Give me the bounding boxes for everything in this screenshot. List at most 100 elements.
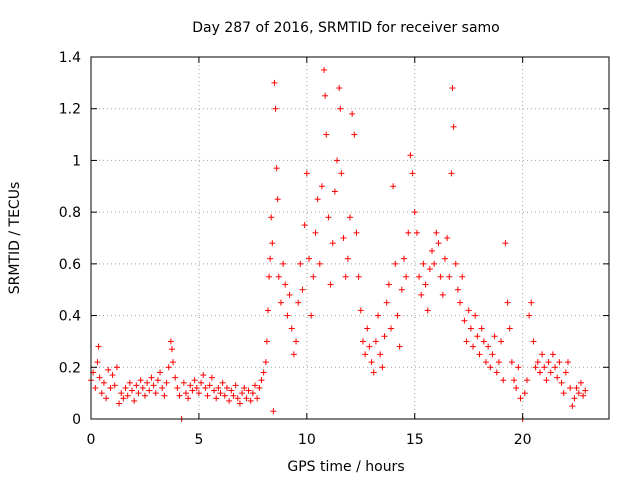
data-point xyxy=(308,312,315,319)
data-point xyxy=(385,281,392,288)
data-point xyxy=(424,307,431,314)
data-point xyxy=(170,359,177,366)
data-point xyxy=(168,346,175,353)
data-point xyxy=(480,338,487,345)
data-point xyxy=(504,299,511,306)
y-tick-labels: 0 0.2 0.4 0.6 0.8 1 1.2 1.4 xyxy=(59,50,81,428)
data-point xyxy=(247,397,254,404)
data-point xyxy=(111,382,118,389)
data-point xyxy=(262,359,269,366)
data-point xyxy=(133,382,140,389)
data-point xyxy=(433,229,440,236)
data-point xyxy=(232,382,239,389)
data-point xyxy=(472,312,479,319)
data-point xyxy=(124,392,131,399)
data-point xyxy=(545,359,552,366)
data-point xyxy=(517,395,524,402)
data-point xyxy=(256,384,263,391)
data-point xyxy=(187,382,194,389)
y-tick-label: 1.4 xyxy=(59,50,81,66)
data-point xyxy=(400,255,407,262)
data-point xyxy=(150,382,157,389)
data-point xyxy=(105,366,112,373)
data-point xyxy=(189,387,196,394)
data-point xyxy=(295,299,302,306)
data-point xyxy=(252,382,259,389)
data-point xyxy=(470,343,477,350)
data-point xyxy=(144,379,151,386)
data-point xyxy=(450,123,457,130)
data-point xyxy=(334,157,341,164)
data-point xyxy=(223,384,230,391)
data-point xyxy=(416,273,423,280)
data-point xyxy=(159,384,166,391)
data-point xyxy=(381,333,388,340)
data-point xyxy=(446,273,453,280)
data-point xyxy=(478,325,485,332)
data-point xyxy=(193,384,200,391)
data-point xyxy=(383,299,390,306)
data-point xyxy=(398,286,405,293)
data-point xyxy=(148,374,155,381)
data-point xyxy=(580,392,587,399)
data-point xyxy=(195,390,202,397)
data-point xyxy=(260,369,267,376)
data-point xyxy=(528,299,535,306)
y-tick-label: 0.8 xyxy=(59,205,81,221)
y-tick-label: 1 xyxy=(72,153,81,169)
data-point xyxy=(208,374,215,381)
data-point xyxy=(336,85,343,92)
data-point xyxy=(372,338,379,345)
data-point xyxy=(420,260,427,267)
data-point xyxy=(530,338,537,345)
data-point xyxy=(228,387,235,394)
data-point xyxy=(174,384,181,391)
data-point xyxy=(129,387,136,394)
data-point xyxy=(543,377,550,384)
data-point xyxy=(452,260,459,267)
data-point xyxy=(94,359,101,366)
data-point xyxy=(521,390,528,397)
data-point xyxy=(290,351,297,358)
data-point xyxy=(337,105,344,112)
data-point xyxy=(163,379,170,386)
data-point xyxy=(325,214,332,221)
data-point xyxy=(331,188,338,195)
axis-ticks xyxy=(90,56,609,420)
data-point xyxy=(571,395,578,402)
data-point xyxy=(351,131,358,138)
data-point xyxy=(396,343,403,350)
data-point xyxy=(230,392,237,399)
data-point xyxy=(236,400,243,407)
y-tick-label: 0.4 xyxy=(59,309,81,325)
data-point xyxy=(476,351,483,358)
data-point xyxy=(403,273,410,280)
data-point xyxy=(200,372,207,379)
plot-frame xyxy=(90,56,610,420)
data-point xyxy=(217,390,224,397)
data-point xyxy=(422,281,429,288)
data-point xyxy=(245,387,252,394)
chart-title: Day 287 of 2016, SRMTID for receiver sam… xyxy=(192,20,500,36)
data-point xyxy=(394,312,401,319)
data-point xyxy=(467,325,474,332)
data-point xyxy=(249,390,256,397)
data-point xyxy=(120,395,127,402)
data-point xyxy=(390,183,397,190)
data-point xyxy=(312,229,319,236)
data-point xyxy=(489,351,496,358)
data-point xyxy=(370,369,377,376)
data-point xyxy=(564,359,571,366)
data-point xyxy=(539,351,546,358)
data-point xyxy=(573,384,580,391)
data-point xyxy=(454,286,461,293)
data-point xyxy=(267,255,274,262)
data-point xyxy=(344,255,351,262)
data-point xyxy=(491,333,498,340)
data-point xyxy=(439,291,446,298)
data-point xyxy=(560,390,567,397)
data-point xyxy=(226,397,233,404)
y-tick-label: 0.2 xyxy=(59,360,81,376)
data-point xyxy=(137,377,144,384)
data-point xyxy=(206,382,213,389)
